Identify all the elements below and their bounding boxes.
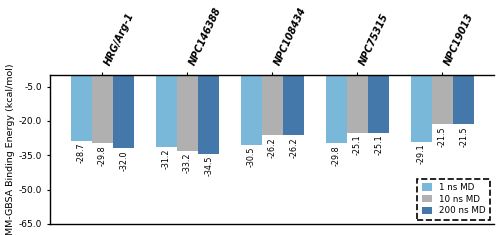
Text: -29.8: -29.8	[98, 145, 107, 166]
Bar	[262, 75, 283, 135]
Bar	[283, 75, 304, 135]
Text: -26.2: -26.2	[289, 137, 298, 157]
Bar	[368, 75, 390, 133]
Y-axis label: MM-GBSA Binding Energy (kcal/mol): MM-GBSA Binding Energy (kcal/mol)	[6, 64, 15, 235]
Bar	[70, 75, 92, 141]
Bar	[453, 75, 474, 124]
Text: -21.5: -21.5	[459, 126, 468, 147]
Bar	[410, 75, 432, 142]
Text: -29.8: -29.8	[332, 145, 340, 166]
Text: -34.5: -34.5	[204, 156, 213, 176]
Bar	[177, 75, 198, 151]
Bar	[240, 75, 262, 145]
Text: -26.2: -26.2	[268, 137, 277, 157]
Text: -25.1: -25.1	[374, 134, 383, 155]
Text: -28.7: -28.7	[76, 143, 86, 163]
Bar	[326, 75, 347, 143]
Text: -31.2: -31.2	[162, 148, 170, 169]
Text: -21.5: -21.5	[438, 126, 447, 147]
Bar	[347, 75, 368, 133]
Bar	[92, 75, 113, 143]
Bar	[156, 75, 177, 147]
Text: -30.5: -30.5	[246, 147, 256, 167]
Bar	[113, 75, 134, 148]
Text: -25.1: -25.1	[353, 134, 362, 155]
Bar	[198, 75, 220, 154]
Text: -32.0: -32.0	[119, 150, 128, 171]
Text: -33.2: -33.2	[183, 153, 192, 173]
Bar	[432, 75, 453, 124]
Text: -29.1: -29.1	[416, 144, 426, 164]
Legend: 1 ns MD, 10 ns MD, 200 ns MD: 1 ns MD, 10 ns MD, 200 ns MD	[417, 179, 490, 219]
